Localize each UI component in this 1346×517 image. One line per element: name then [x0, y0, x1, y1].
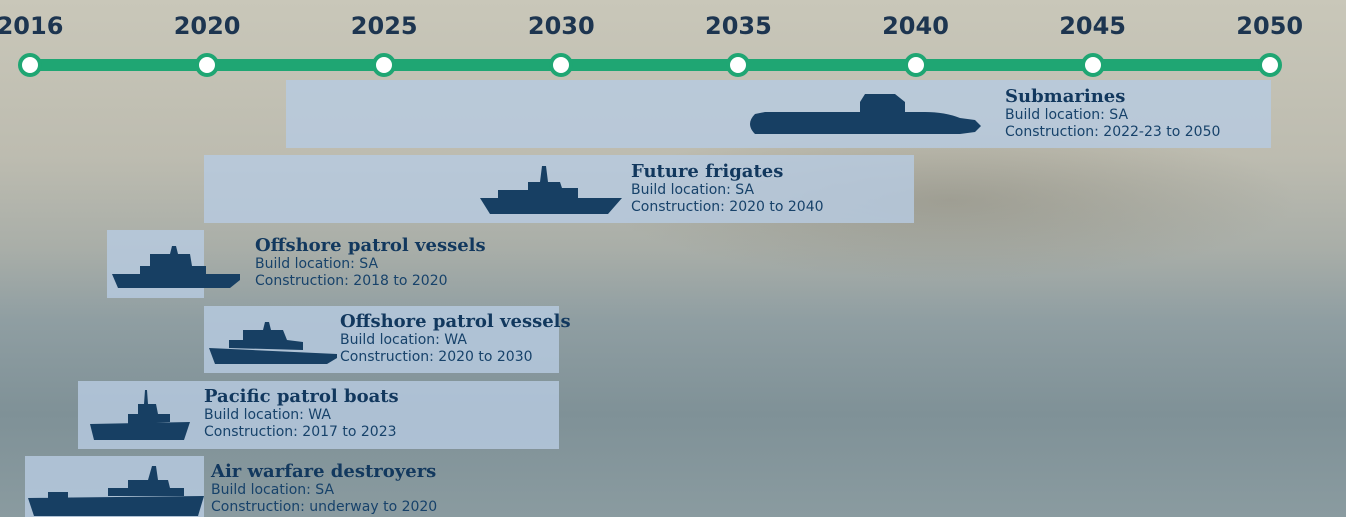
item-location: Build location: SA — [1005, 107, 1129, 123]
item-location: Build location: SA — [631, 182, 755, 198]
item-construction: Construction: 2018 to 2020 — [255, 273, 448, 289]
item-title: Pacific patrol boats — [204, 386, 399, 407]
item-text: Offshore patrol vessels Build location: … — [255, 236, 486, 290]
year-label: 2035 — [704, 12, 772, 40]
item-title: Air warfare destroyers — [211, 461, 437, 482]
item-text: Submarines Build location: SA Constructi… — [1005, 87, 1220, 141]
item-location: Build location: WA — [340, 332, 467, 348]
year-node — [195, 53, 220, 77]
timeline-track — [30, 59, 1270, 71]
year-node — [726, 53, 751, 77]
year-label: 2020 — [173, 12, 241, 40]
item-location: Build location: WA — [204, 407, 331, 423]
year-node — [1257, 53, 1282, 77]
year-label: 2030 — [527, 12, 595, 40]
item-location: Build location: SA — [211, 482, 335, 498]
year-label: 2045 — [1059, 12, 1126, 40]
item-title: Future frigates — [631, 161, 784, 182]
item-text: Air warfare destroyers Build location: S… — [211, 462, 437, 516]
year-label: 2050 — [1236, 12, 1304, 40]
item-text: Offshore patrol vessels Build location: … — [340, 312, 571, 366]
year-label: 2025 — [350, 12, 418, 40]
patrol-vessel-icon — [209, 322, 337, 364]
submarine-icon — [750, 94, 981, 134]
item-construction: Construction: 2020 to 2030 — [340, 349, 533, 365]
year-node — [372, 53, 397, 77]
item-title: Submarines — [1005, 86, 1126, 107]
item-text: Pacific patrol boats Build location: WA … — [204, 387, 399, 441]
item-title: Offshore patrol vessels — [340, 311, 571, 332]
item-construction: Construction: 2017 to 2023 — [204, 424, 397, 440]
year-label: 2040 — [882, 12, 949, 40]
year-label: 2016 — [0, 12, 64, 40]
item-construction: Construction: underway to 2020 — [211, 499, 438, 515]
item-location: Build location: SA — [255, 256, 379, 272]
item-construction: Construction: 2020 to 2040 — [631, 199, 824, 215]
patrol-boat-icon — [90, 390, 190, 440]
year-node — [903, 53, 928, 77]
item-text: Future frigates Build location: SA Const… — [631, 162, 824, 216]
patrol-vessel-icon — [112, 246, 240, 288]
year-node — [549, 53, 574, 77]
frigate-icon — [480, 166, 622, 214]
destroyer-icon — [28, 466, 204, 516]
year-node — [1080, 53, 1105, 77]
year-node — [18, 53, 42, 77]
item-construction: Construction: 2022-23 to 2050 — [1005, 124, 1221, 140]
item-title: Offshore patrol vessels — [255, 235, 486, 256]
